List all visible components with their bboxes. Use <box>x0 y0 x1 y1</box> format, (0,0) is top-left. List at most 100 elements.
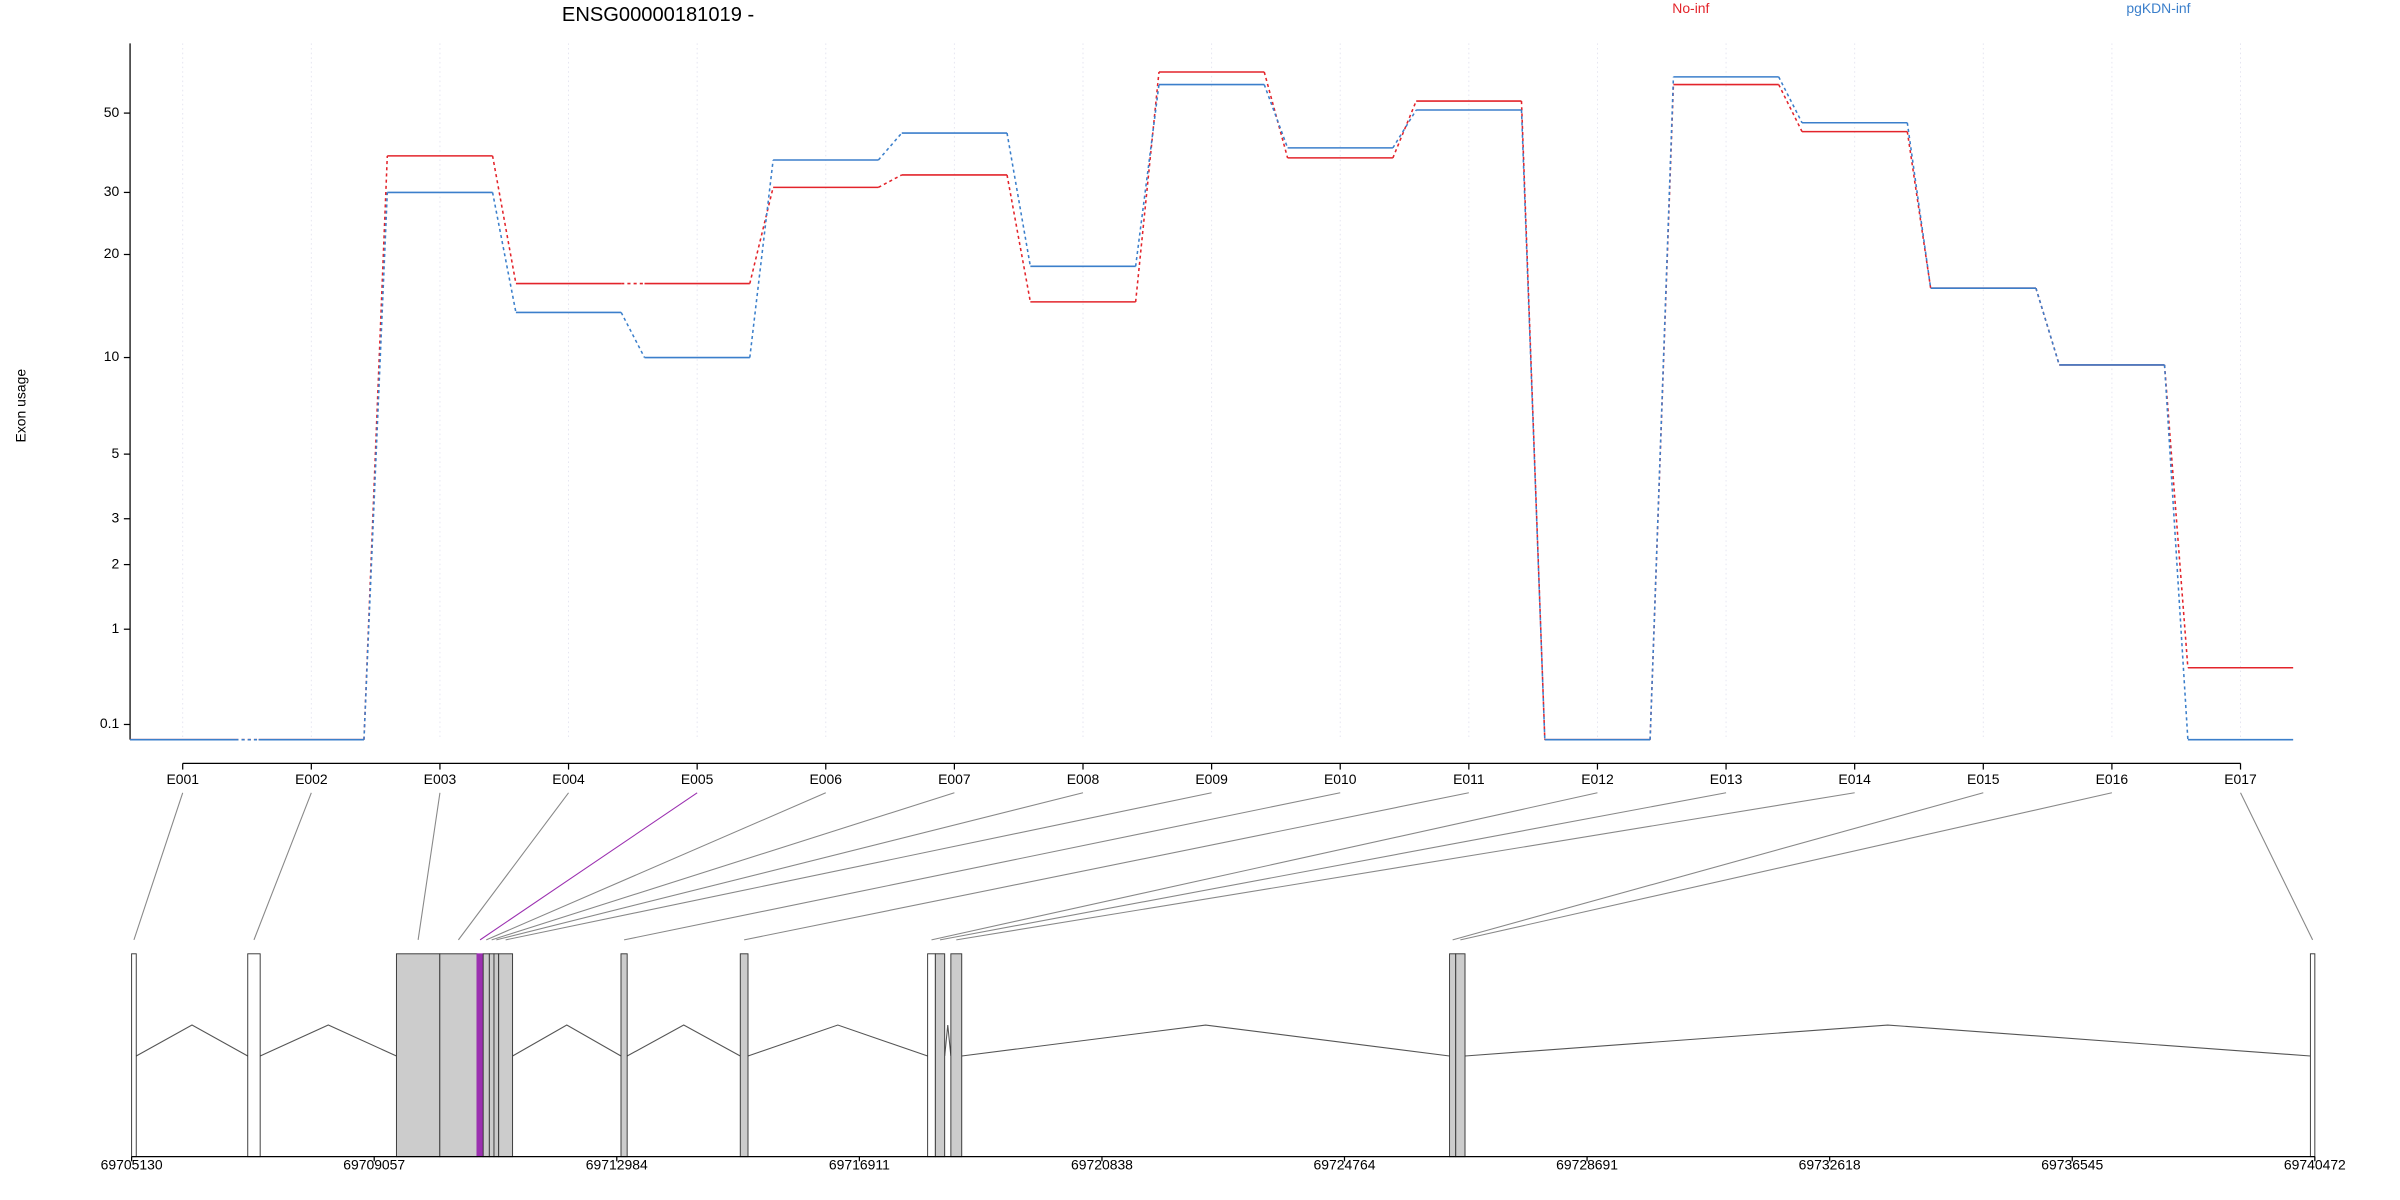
exon-link <box>457 792 569 941</box>
connector <box>749 159 774 358</box>
x-tick-label: 69720838 <box>1071 1157 1133 1173</box>
exon-link <box>496 792 1084 941</box>
x-tick-label: E015 <box>1967 771 2000 787</box>
connector <box>749 187 774 284</box>
x-tick-label: E017 <box>2224 771 2257 787</box>
exon <box>950 953 963 1158</box>
exon-link <box>956 792 1855 941</box>
connector <box>620 312 646 358</box>
intron <box>944 1024 952 1057</box>
exon-link <box>417 792 441 940</box>
connector <box>877 132 903 161</box>
x-tick-label: 69740472 <box>2284 1157 2346 1173</box>
exon <box>395 953 441 1158</box>
x-tick-label: 69736545 <box>2041 1157 2103 1173</box>
exon-link <box>479 792 698 941</box>
exon-link <box>486 792 826 941</box>
exon <box>131 953 137 1158</box>
exon <box>439 953 478 1158</box>
chart-title: ENSG00000181019 - <box>562 4 754 26</box>
intron <box>259 1024 397 1057</box>
intron <box>135 1024 249 1057</box>
x-tick-label: E007 <box>938 771 971 787</box>
exon-link <box>2240 792 2314 941</box>
exon <box>482 953 490 1158</box>
connector <box>1778 76 1803 124</box>
exon <box>488 953 495 1158</box>
x-tick-label: 69709057 <box>343 1157 405 1173</box>
x-tick-label: E005 <box>681 771 714 787</box>
exon <box>1455 953 1466 1158</box>
exon-link <box>1452 792 1984 941</box>
legend-entry: pgKDN-inf <box>2126 0 2190 16</box>
connector <box>878 174 903 189</box>
exon-link <box>491 792 955 941</box>
exon-link <box>253 792 312 941</box>
intron <box>512 1024 622 1057</box>
exon-link <box>939 792 1727 941</box>
x-tick-label: 69724764 <box>1314 1157 1376 1173</box>
legend-entry: No-inf <box>1672 0 1709 16</box>
exon-link <box>931 792 1598 941</box>
exon <box>247 953 261 1158</box>
x-tick-label: E013 <box>1710 771 1743 787</box>
x-tick-label: E003 <box>424 771 457 787</box>
x-tick-label: E006 <box>810 771 843 787</box>
x-tick-label: E016 <box>2096 771 2129 787</box>
exon <box>2309 953 2316 1158</box>
y-tick-label: 30 <box>104 183 120 199</box>
x-tick-label: E004 <box>552 771 585 787</box>
connector <box>363 192 389 740</box>
connector <box>1778 84 1803 132</box>
connector <box>2035 287 2060 366</box>
y-tick-label: 3 <box>111 509 119 525</box>
exon <box>493 953 500 1158</box>
exon <box>476 953 484 1158</box>
connector <box>491 192 517 313</box>
x-tick-label: E010 <box>1324 771 1357 787</box>
exon <box>498 953 514 1158</box>
connector <box>1006 132 1032 267</box>
y-tick-label: 2 <box>111 555 119 571</box>
y-tick-label: 5 <box>111 445 119 461</box>
connector <box>1392 109 1417 149</box>
y-tick-label: 0.1 <box>100 715 120 731</box>
connector <box>2163 364 2189 740</box>
intron <box>1464 1024 2311 1057</box>
x-tick-label: 69716911 <box>829 1157 890 1173</box>
exon <box>934 953 946 1158</box>
connector <box>1649 84 1675 740</box>
x-tick-label: 69712984 <box>586 1157 648 1173</box>
intron <box>961 1024 1450 1057</box>
x-tick-label: E001 <box>166 771 199 787</box>
y-axis-label: Exon usage <box>12 369 28 443</box>
exon <box>739 953 749 1158</box>
exon <box>927 953 936 1158</box>
exon-link <box>133 792 184 941</box>
exon-link <box>623 792 1341 941</box>
connector <box>1134 84 1160 267</box>
connector <box>1263 84 1289 149</box>
exon <box>1449 953 1457 1158</box>
x-tick-label: E002 <box>295 771 328 787</box>
connector <box>1392 100 1417 159</box>
x-tick-label: E011 <box>1453 771 1485 787</box>
x-tick-label: E009 <box>1195 771 1228 787</box>
connector <box>1520 101 1546 740</box>
intron <box>747 1024 928 1057</box>
connector <box>1906 122 1932 289</box>
connector <box>1906 131 1932 289</box>
x-tick-label: E014 <box>1838 771 1871 787</box>
exon <box>620 953 628 1158</box>
x-tick-label: E012 <box>1581 771 1614 787</box>
intron <box>626 1024 741 1057</box>
x-tick-label: 69728691 <box>1556 1157 1618 1173</box>
x-tick-label: 69705130 <box>101 1157 163 1173</box>
x-tick-label: 69732618 <box>1799 1157 1861 1173</box>
y-tick-label: 50 <box>104 104 120 120</box>
connector <box>363 155 389 740</box>
y-tick-label: 1 <box>111 620 119 636</box>
exon-link <box>505 792 1212 941</box>
